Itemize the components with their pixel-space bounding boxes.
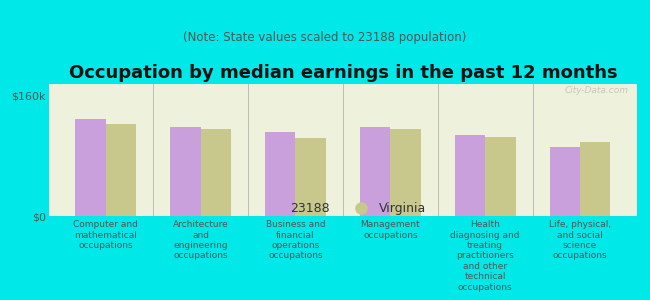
Bar bbox=[455, 134, 485, 216]
Text: (Note: State values scaled to 23188 population): (Note: State values scaled to 23188 popu… bbox=[183, 32, 467, 44]
Bar bbox=[106, 124, 136, 216]
Bar bbox=[550, 147, 580, 216]
Bar bbox=[75, 119, 106, 216]
Bar bbox=[296, 138, 326, 216]
Bar bbox=[580, 142, 610, 216]
Title: Occupation by median earnings in the past 12 months: Occupation by median earnings in the pas… bbox=[68, 64, 618, 82]
Bar bbox=[390, 129, 421, 216]
Text: City-Data.com: City-Data.com bbox=[564, 86, 628, 95]
Bar bbox=[485, 137, 515, 216]
Bar bbox=[170, 127, 201, 216]
Legend: 23188, Virginia: 23188, Virginia bbox=[255, 197, 431, 220]
Bar bbox=[201, 129, 231, 216]
Bar bbox=[265, 131, 296, 216]
Bar bbox=[360, 127, 390, 216]
